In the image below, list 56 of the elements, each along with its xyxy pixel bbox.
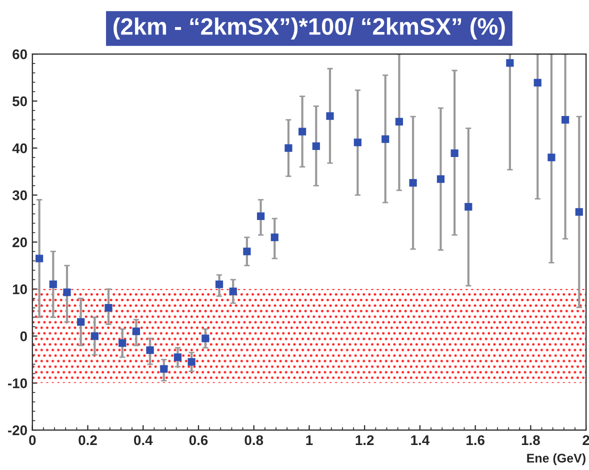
point <box>450 149 458 158</box>
point <box>77 318 85 326</box>
point <box>382 135 390 143</box>
y-tick-label: 40 <box>12 143 27 154</box>
point <box>63 288 71 296</box>
point <box>548 154 556 162</box>
x-tick-label: 1.8 <box>522 435 540 446</box>
point <box>104 304 112 312</box>
point <box>188 358 196 366</box>
y-tick-label: -10 <box>8 378 27 388</box>
point <box>409 179 417 187</box>
y-tick-label: 60 <box>12 49 27 60</box>
chart-title: (2km - “2kmSX”)*100/ “2kmSX” (%) <box>114 17 505 40</box>
point <box>270 234 278 242</box>
x-tick-label: 0 <box>29 435 36 446</box>
x-tick-label: 1.4 <box>411 435 430 445</box>
y-tick-label: 10 <box>12 284 27 294</box>
x-tick-label: 1.6 <box>466 435 484 446</box>
point <box>312 142 320 150</box>
point <box>534 78 542 87</box>
point <box>160 365 168 373</box>
point <box>506 59 514 67</box>
x-tick-label: 0.6 <box>189 435 208 446</box>
point <box>36 254 44 262</box>
y-tick-label: 50 <box>12 96 27 106</box>
x-tick-label: 0.8 <box>244 435 264 446</box>
point <box>561 116 570 124</box>
point <box>202 334 210 342</box>
point <box>395 118 403 126</box>
point <box>464 202 472 211</box>
x-tick-label: 2 <box>582 435 589 445</box>
point <box>436 175 445 183</box>
y-tick-label: 20 <box>12 237 27 248</box>
point <box>284 144 292 152</box>
point <box>243 248 251 256</box>
x-tick-label: 0.4 <box>134 435 153 446</box>
x-tick-label: 1 <box>306 435 313 445</box>
point <box>575 208 583 216</box>
point <box>49 280 57 288</box>
point <box>90 332 98 340</box>
point <box>118 339 126 347</box>
point <box>215 280 224 288</box>
point <box>229 288 237 296</box>
point <box>326 112 334 120</box>
x-tick-label: 0.2 <box>78 435 97 446</box>
y-tick-label: 0 <box>20 331 27 342</box>
point <box>174 353 182 362</box>
point <box>256 212 265 220</box>
y-tick-label: -20 <box>8 425 27 436</box>
x-axis-title: Ene (GeV) <box>527 453 586 466</box>
x-tick-label: 1.2 <box>356 435 374 445</box>
point <box>146 346 154 354</box>
point <box>298 128 306 136</box>
point <box>354 138 362 146</box>
y-tick-label: 30 <box>12 190 27 200</box>
point <box>132 328 140 336</box>
